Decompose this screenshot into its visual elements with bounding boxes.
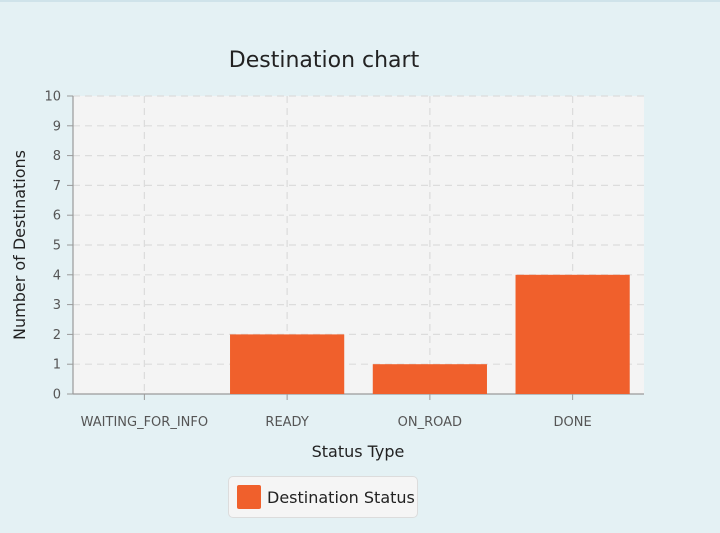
x-tick-label: READY [265,415,308,430]
y-tick-label: 7 [53,179,61,194]
bar-ready [230,334,345,394]
x-axis: WAITING_FOR_INFO READY ON_ROAD DONE [73,393,644,430]
y-tick-label: 6 [53,209,61,224]
y-tick-label: 8 [53,149,61,164]
x-tick-label: ON_ROAD [398,415,462,430]
y-axis: 0 1 2 3 4 5 6 7 8 9 10 [44,90,74,403]
bar-done [515,274,630,394]
chart-title: Destination chart [228,48,420,73]
x-tick-label: WAITING_FOR_INFO [81,415,208,430]
y-tick-label: 5 [53,239,61,254]
y-tick-label: 3 [53,298,61,313]
y-axis-title: Number of Destinations [10,150,29,340]
legend-swatch [237,485,261,509]
bar-on_road [372,364,487,394]
bars [230,274,630,394]
legend-label: Destination Status [267,487,415,507]
window-top-edge [0,0,720,2]
x-axis-title: Status Type [312,442,405,461]
y-tick-label: 9 [53,119,61,134]
legend: Destination Status [228,476,418,518]
y-tick-label: 4 [53,268,61,283]
y-tick-label: 2 [53,328,61,343]
x-tick-label: DONE [554,415,592,430]
y-tick-label: 10 [44,90,61,105]
y-tick-label: 1 [53,358,61,373]
grid-lines [73,95,644,394]
y-tick-label: 0 [53,388,61,403]
